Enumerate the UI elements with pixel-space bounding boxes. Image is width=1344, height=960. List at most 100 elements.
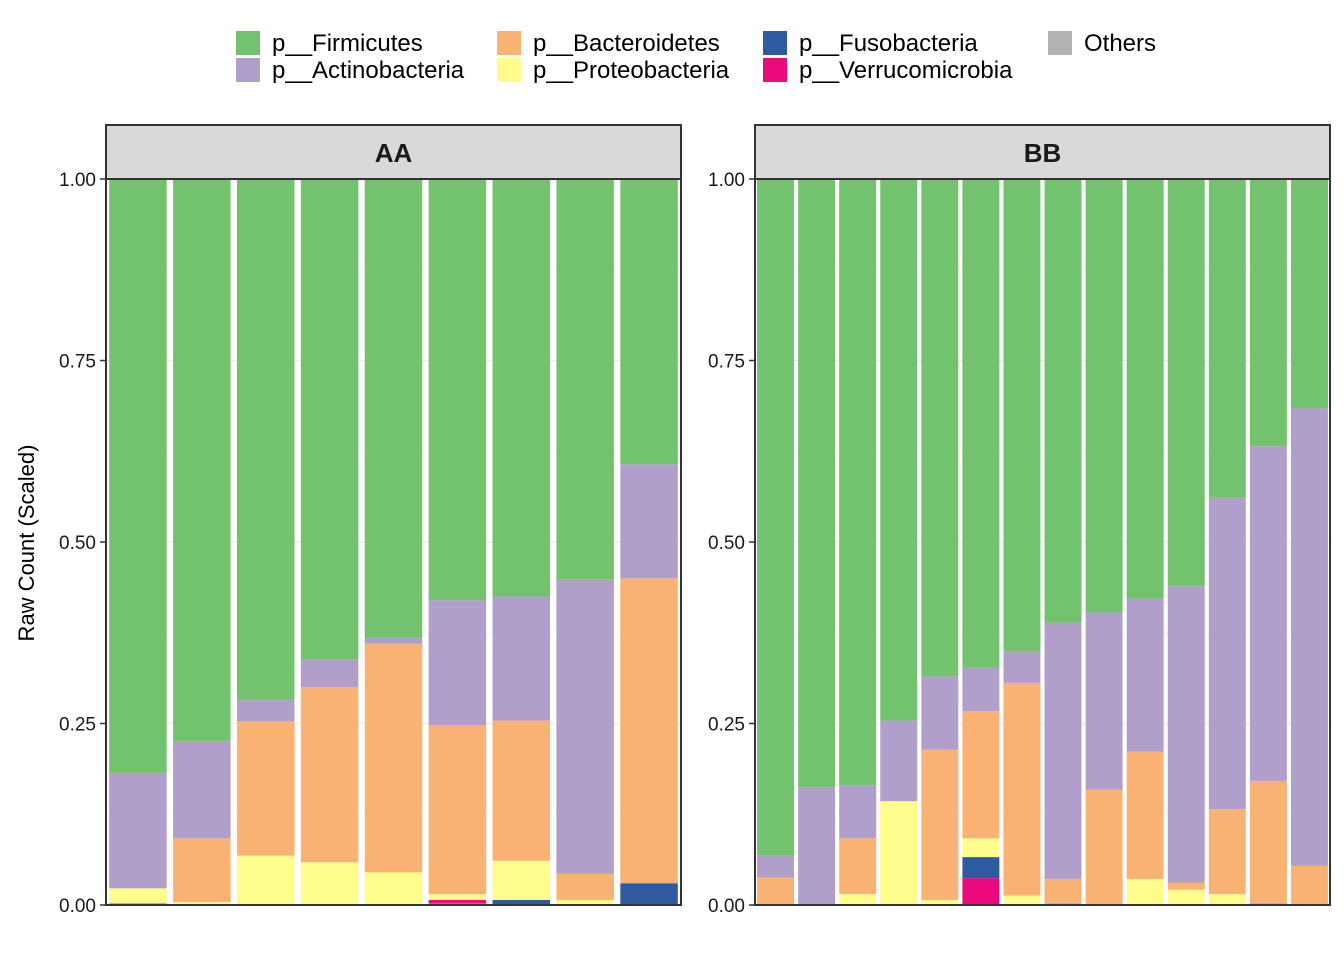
- bar-stack-6: [962, 179, 1000, 905]
- bar-segment-bacteroidetes: [757, 877, 795, 905]
- bar-segment-bacteroidetes: [492, 720, 551, 861]
- y-tick-label: 0.00: [708, 896, 745, 917]
- bar-segment-others: [1249, 902, 1287, 905]
- bar-segment-proteobacteria: [1003, 895, 1041, 905]
- y-tick-label: 1.00: [708, 170, 745, 191]
- strip-label: BB: [1024, 138, 1062, 168]
- bar-stack-3: [236, 179, 295, 905]
- bar-segment-actinobacteria: [556, 579, 614, 874]
- bar-segment-actinobacteria: [962, 667, 1000, 712]
- bar-stack-7: [1003, 179, 1041, 905]
- bar-stack-5: [364, 179, 423, 905]
- panel-aa: AA 0.00 0.25 0.50 0.75 1.00: [59, 124, 682, 917]
- y-tick-label: 1.00: [59, 170, 96, 191]
- y-tick-label: 0.25: [59, 715, 96, 736]
- bar-segment-firmicutes: [1085, 179, 1123, 613]
- bar-segment-firmicutes: [962, 179, 1000, 668]
- bar-segment-bacteroidetes: [962, 711, 1000, 839]
- legend-label-verrucomicrobia: p__Verrucomicrobia: [799, 57, 1013, 84]
- bar-segment-proteobacteria: [1126, 878, 1164, 905]
- bar-segment-fusobacteria: [620, 883, 678, 905]
- bar-segment-actinobacteria: [1290, 408, 1328, 866]
- bar-stack-6: [428, 179, 487, 905]
- bar-stack-2: [798, 179, 836, 905]
- bar-segment-actinobacteria: [364, 637, 423, 644]
- legend-key-verrucomicrobia: [763, 58, 787, 82]
- bar-segment-bacteroidetes: [428, 724, 487, 895]
- legend-key-proteobacteria: [497, 58, 521, 82]
- chart-panels: AA 0.00 0.25 0.50 0.75 1.00 BB 0.00 0.25 0.50 0.75…: [59, 124, 1331, 917]
- bar-segment-firmicutes: [839, 179, 877, 786]
- bar-segment-firmicutes: [1290, 179, 1328, 409]
- bar-segment-bacteroidetes: [300, 687, 359, 863]
- legend-label-bacteroidetes: p__Bacteroidetes: [533, 30, 720, 57]
- bar-segment-actinobacteria: [1249, 446, 1287, 781]
- bar-stack-1: [109, 179, 167, 905]
- legend-key-firmicutes: [236, 31, 260, 55]
- bar-segment-fusobacteria: [492, 899, 551, 905]
- bar-segment-bacteroidetes: [1003, 682, 1041, 896]
- bar-segment-verrucomicrobia: [428, 899, 487, 904]
- bar-segment-firmicutes: [364, 179, 423, 638]
- bar-segment-actinobacteria: [839, 785, 877, 839]
- bar-segment-actinobacteria: [492, 596, 551, 721]
- bar-segment-firmicutes: [1167, 179, 1205, 587]
- bar-segment-firmicutes: [1208, 179, 1246, 498]
- bar-segment-actinobacteria: [921, 676, 959, 750]
- bar-stack-1: [757, 179, 795, 905]
- bar-segment-proteobacteria: [428, 894, 487, 900]
- bar-segment-actinobacteria: [1003, 650, 1041, 683]
- bar-segment-bacteroidetes: [1249, 780, 1287, 903]
- y-axis-title: Raw Count (Scaled): [14, 445, 39, 642]
- bar-stack-9: [620, 179, 678, 905]
- bar-segment-proteobacteria: [236, 855, 295, 905]
- y-tick-label: 0.75: [59, 352, 96, 373]
- bar-segment-firmicutes: [556, 179, 614, 580]
- strip-background: [754, 124, 1331, 180]
- bar-segment-actinobacteria: [300, 659, 359, 688]
- bar-segment-actinobacteria: [173, 740, 231, 839]
- panel-bb: BB 0.00 0.25 0.50 0.75 1.00: [708, 124, 1331, 917]
- bar-segment-firmicutes: [880, 179, 918, 721]
- legend-key-fusobacteria: [763, 31, 787, 55]
- bar-segment-proteobacteria: [556, 899, 614, 905]
- legend-key-bacteroidetes: [497, 31, 521, 55]
- bar-segment-actinobacteria: [798, 787, 836, 905]
- bar-stack-13: [1249, 179, 1287, 905]
- bar-segment-firmicutes: [798, 179, 836, 788]
- bar-stack-7: [492, 179, 551, 905]
- bar-segment-firmicutes: [757, 179, 795, 856]
- bar-segment-firmicutes: [173, 179, 231, 741]
- legend-label-fusobacteria: p__Fusobacteria: [799, 30, 978, 57]
- bar-segment-fusobacteria: [962, 857, 1000, 879]
- legend-key-actinobacteria: [236, 58, 260, 82]
- bar-segment-firmicutes: [921, 179, 959, 677]
- bar-segment-proteobacteria: [880, 801, 918, 905]
- bar-segment-others: [1044, 902, 1082, 905]
- bar-stack-8: [1044, 179, 1082, 905]
- bar-segment-proteobacteria: [492, 860, 551, 900]
- bar-segment-bacteroidetes: [364, 643, 423, 873]
- bar-segment-actinobacteria: [1085, 612, 1123, 790]
- bar-stack-4: [880, 179, 918, 905]
- bar-segment-proteobacteria: [173, 902, 231, 905]
- bar-stack-8: [556, 179, 614, 905]
- y-tick-label: 0.00: [59, 896, 96, 917]
- strip-label: AA: [375, 138, 413, 168]
- bar-stack-14: [1290, 179, 1328, 905]
- bar-stack-2: [173, 179, 231, 905]
- bar-segment-firmicutes: [1003, 179, 1041, 651]
- bar-segment-firmicutes: [300, 179, 359, 660]
- bar-segment-bacteroidetes: [921, 749, 959, 900]
- bar-stack-12: [1208, 179, 1246, 905]
- strip-background: [105, 124, 682, 180]
- bar-segment-bacteroidetes: [620, 578, 678, 884]
- bar-segment-proteobacteria: [364, 872, 423, 905]
- bar-segment-actinobacteria: [109, 772, 167, 889]
- bar-segment-bacteroidetes: [1208, 809, 1246, 895]
- legend-label-proteobacteria: p__Proteobacteria: [533, 57, 730, 84]
- bar-segment-bacteroidetes: [1167, 882, 1205, 890]
- bar-segment-actinobacteria: [1208, 497, 1246, 810]
